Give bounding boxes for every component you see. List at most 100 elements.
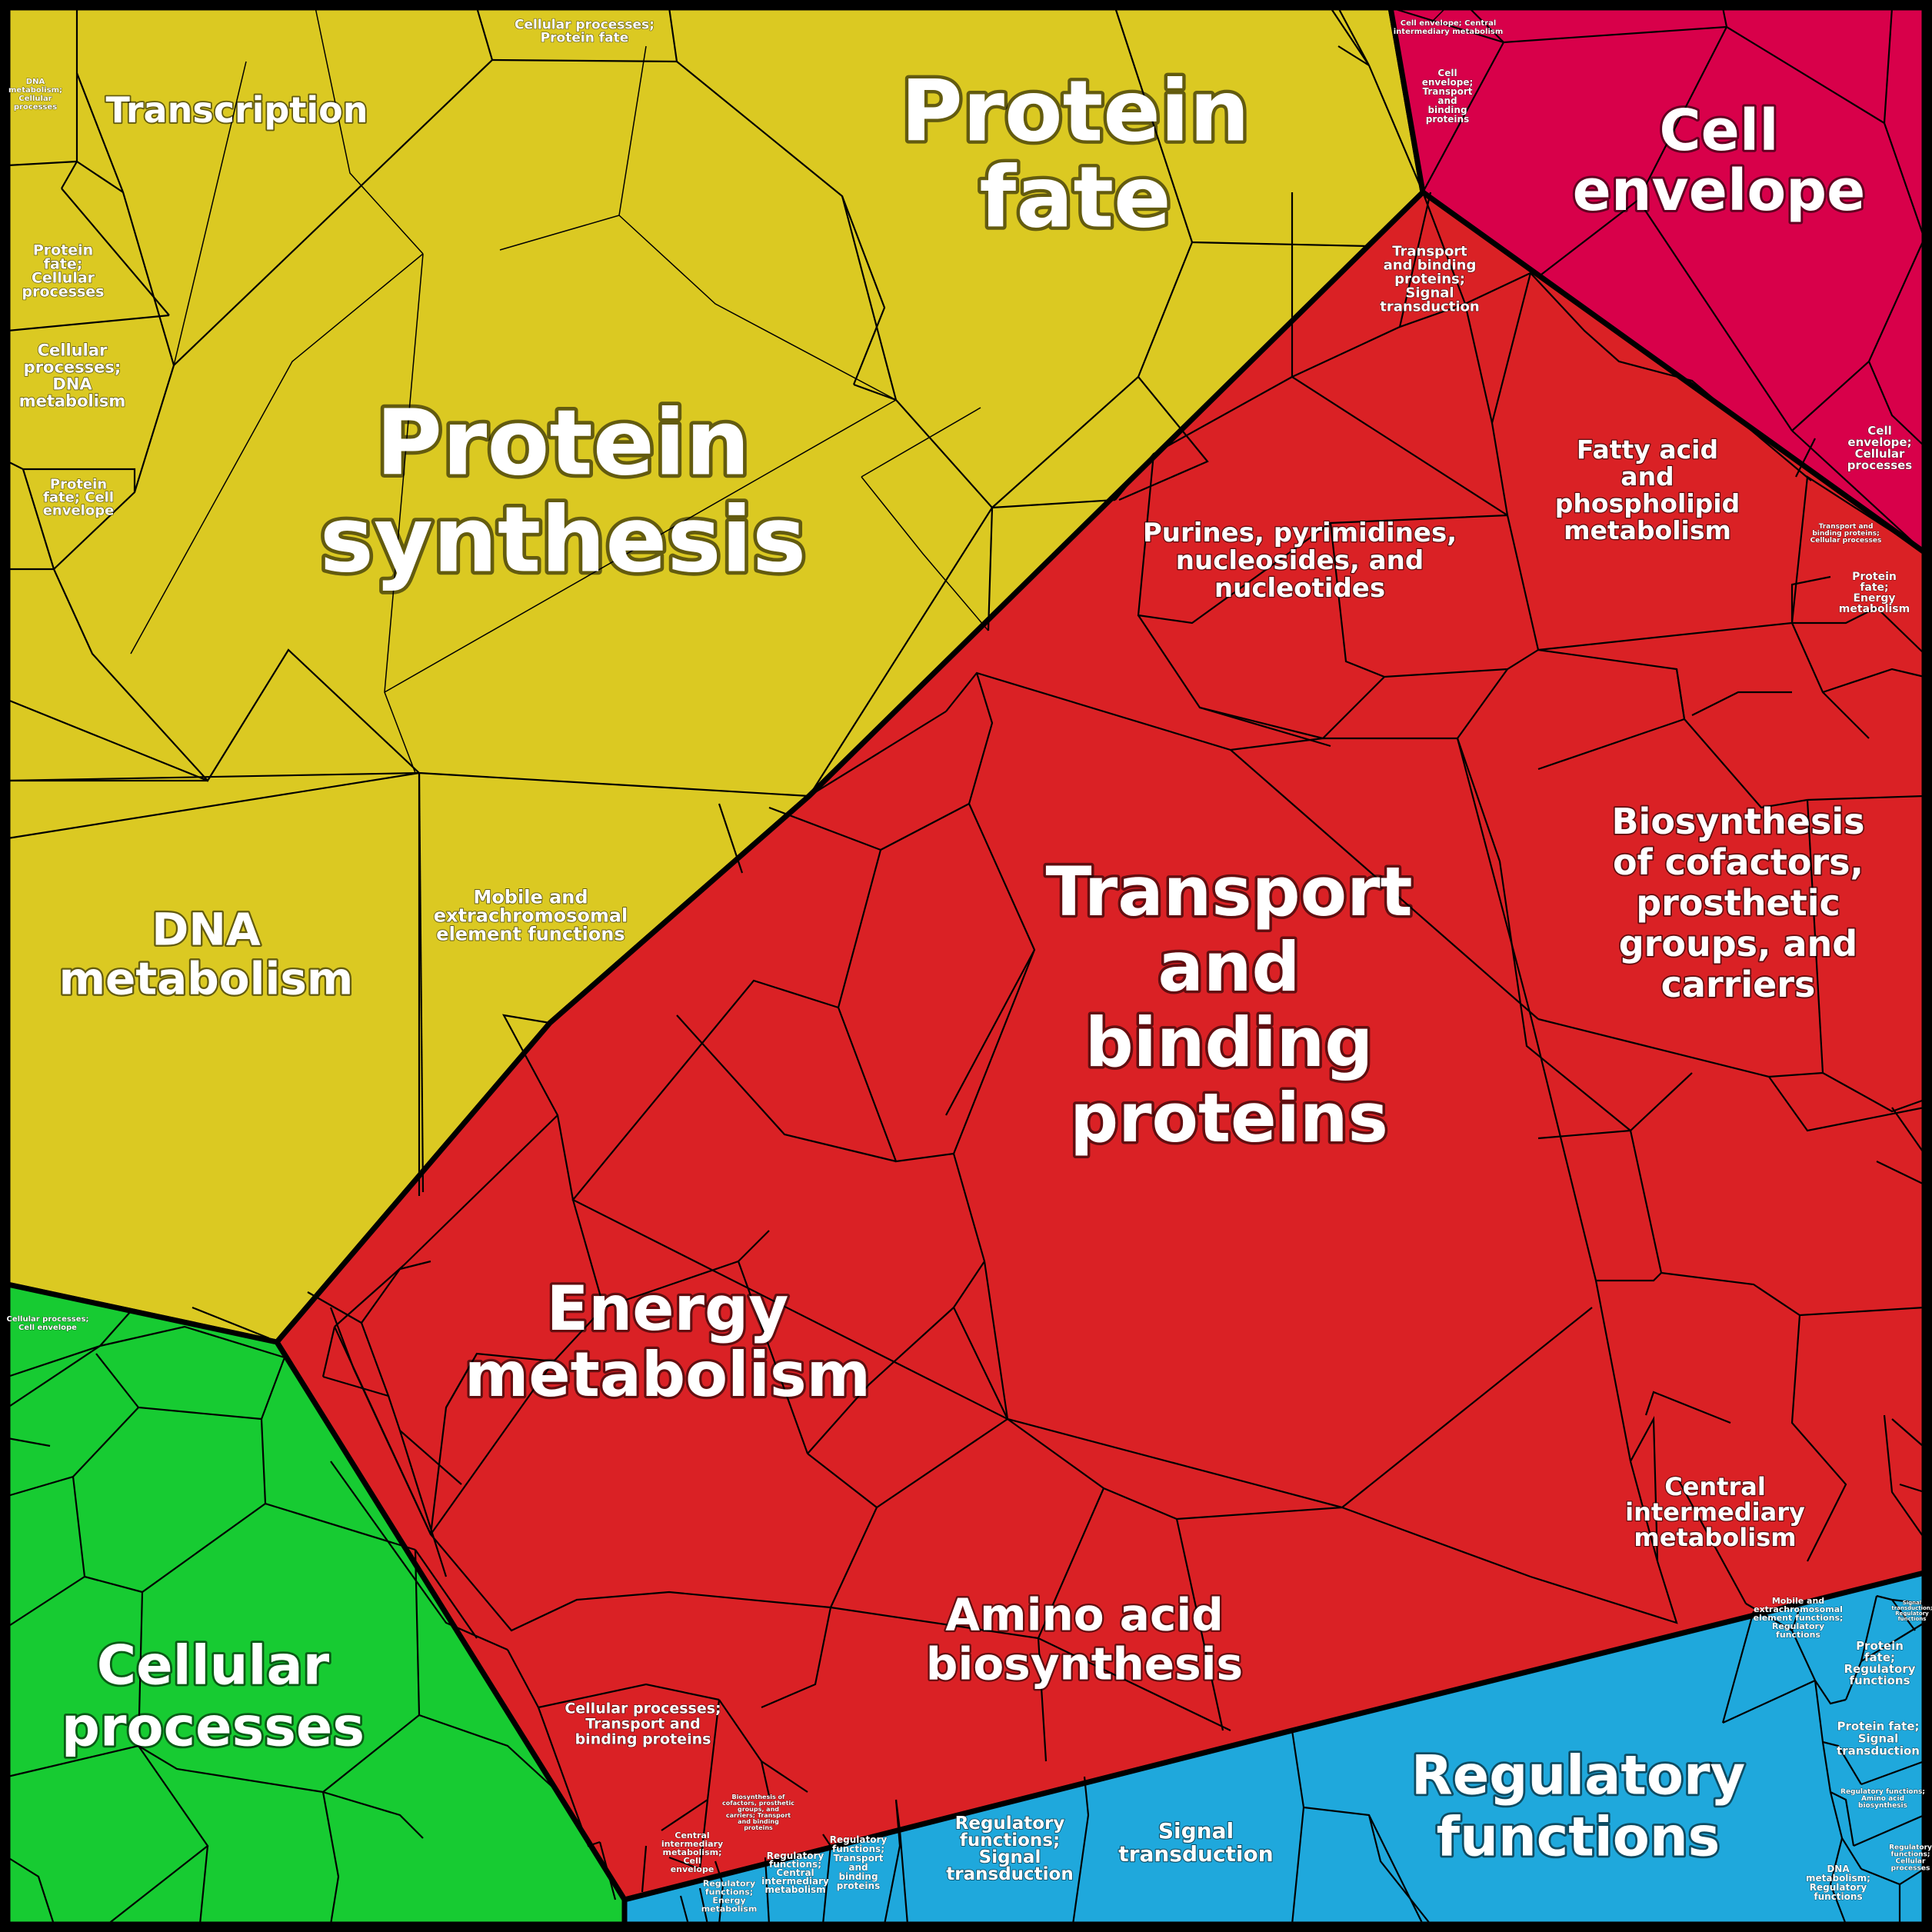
label-line: Mobile and [473,886,588,908]
label-line: binding proteins [575,1731,711,1748]
label-line: functions [1776,1630,1820,1640]
label-line: envelope; [1847,435,1911,449]
label-line: fate; [44,256,83,273]
label-line: Cellular [32,270,95,287]
label-line: Regulatory [1810,1882,1867,1893]
label-line: Amino acid [1861,1795,1904,1803]
label-cellular-cell-envelope: Cellular processes; Cell envelope [7,1315,89,1332]
label-line: proteins; [1394,271,1465,287]
label-line: Cellular [1896,1858,1926,1866]
label-line: Regulatory [955,1814,1065,1834]
label-protein-fate-regulatory: Protein fate; Regulatory functions [1844,1639,1915,1687]
label-line: functions; [705,1887,753,1897]
label-line: intermediary [761,1876,829,1887]
label-signal-regulatory: Signal transduction; Regulatory functions [1891,1600,1932,1622]
label-line: Cellular processes; [515,17,655,32]
label-line: Regulatory functions; [1840,1788,1925,1796]
label-line: transduction [1837,1744,1920,1757]
label-line: Biosynthesis [1611,801,1864,842]
label-line: nucleotides [1214,573,1385,604]
label-line: Regulatory [1889,1844,1932,1852]
label-line: DNA [52,375,92,393]
label-line: DNA [26,78,45,86]
label-line: groups, and [1619,923,1857,964]
label-line: Regulatory [1411,1744,1745,1807]
label-cellular-processes-protein-fate: Cellular processes; Protein fate [515,17,655,45]
label-protein-synthesis: Protein synthesis [320,389,807,592]
label-line: Amino acid [945,1588,1223,1641]
label-line: extrachromosomal [434,904,628,926]
label-line: element functions; [1754,1613,1844,1623]
label-line: Regulatory [830,1834,888,1845]
label-line: fate [979,148,1171,247]
label-line: Mobile and [1772,1596,1824,1606]
label-line: Protein fate [541,30,629,45]
label-line: transduction [946,1864,1073,1884]
label-signal-transduction: Signal transduction [1118,1818,1273,1867]
label-cellular-processes: Cellular processes [62,1634,365,1759]
label-line: functions [1814,1891,1862,1902]
label-line: envelope [671,1864,715,1874]
label-protein-fate-energy: Protein fate; Energy metabolism [1839,571,1910,615]
label-line: Central [776,1867,814,1878]
label-line: Central [1664,1472,1766,1501]
label-line: Protein [901,62,1250,161]
label-line: Protein [376,389,751,495]
label-line: Protein [1856,1639,1904,1653]
label-cell-envelope-transport: Cell envelope; Transport and binding proteins [1422,68,1474,125]
label-line: processes [1891,1865,1930,1873]
label-biosynthesis-cofactors: Biosynthesis of cofactors, prosthetic group… [1611,801,1864,1005]
label-line: of cofactors, [1613,841,1864,883]
label-regulatory-transport: Regulatory functions; Transport and binding p… [830,1834,888,1891]
label-line: Transcription [106,89,368,131]
label-purines: Purines, pyrimidines, nucleosides, and nuc… [1143,518,1457,604]
label-line: proteins [1070,1078,1388,1158]
label-line: Protein [1852,571,1897,583]
label-cell-envelope: Cell envelope [1573,98,1866,224]
label-line: functions; [1891,1851,1930,1859]
label-line: processes [62,1696,365,1759]
label-cellular-processes-dna-metabolism: Cellular processes; DNA metabolism [19,341,126,410]
label-line: and [1437,95,1457,106]
magenta-cells [1390,6,1926,553]
label-protein-fate-cell-envelope: Protein fate; Cell envelope [43,476,115,518]
label-dna-metabolism-cellular-processes: DNA metabolism; Cellular processes [8,78,62,112]
label-line: nucleosides, and [1176,545,1424,576]
label-line: Transport [1045,852,1412,931]
label-line: metabolism [764,1884,825,1895]
label-line: and binding [1384,257,1477,273]
label-line: functions [1437,1806,1720,1869]
label-line: metabolism [1564,515,1731,545]
label-protein-fate-signal: Protein fate; Signal transduction [1837,1719,1920,1757]
label-line: Cell [683,1856,701,1866]
label-line: Transport [833,1853,883,1864]
label-line: Cellular processes [1810,537,1882,545]
label-regulatory-cellular: Regulatory functions; Cellular processes [1889,1844,1932,1873]
label-line: Cellular [1855,447,1905,461]
label-line: metabolism [59,952,354,1004]
label-line: Regulatory [1895,1611,1929,1617]
red-cells [307,192,1925,1900]
label-transport-cellular-small: Transport and binding proteins; Cellular p… [1810,523,1882,545]
label-line: metabolism [701,1904,758,1914]
label-line: metabolism [465,1339,871,1411]
label-line: metabolism; [663,1847,722,1857]
label-amino-acid: Amino acid biosynthesis [926,1588,1243,1690]
label-line: Transport and [585,1716,701,1733]
label-line: and [1158,928,1300,1007]
label-line: Energy [712,1895,745,1905]
label-line: functions [1850,1674,1910,1687]
label-line: carriers; Transport [726,1812,791,1819]
label-line: fate; [1864,1651,1895,1664]
label-line: DNA [1827,1864,1850,1874]
label-line: processes; [24,358,122,376]
label-line: Fatty acid [1577,435,1718,465]
label-line: Protein [33,242,93,259]
label-line: binding [838,1871,878,1882]
label-line: Signal [979,1847,1041,1867]
label-line: transduction [1118,1841,1273,1867]
label-protein-fate-cellular-processes: Protein fate; Cellular processes [22,242,105,301]
label-line: Energy [547,1273,789,1344]
